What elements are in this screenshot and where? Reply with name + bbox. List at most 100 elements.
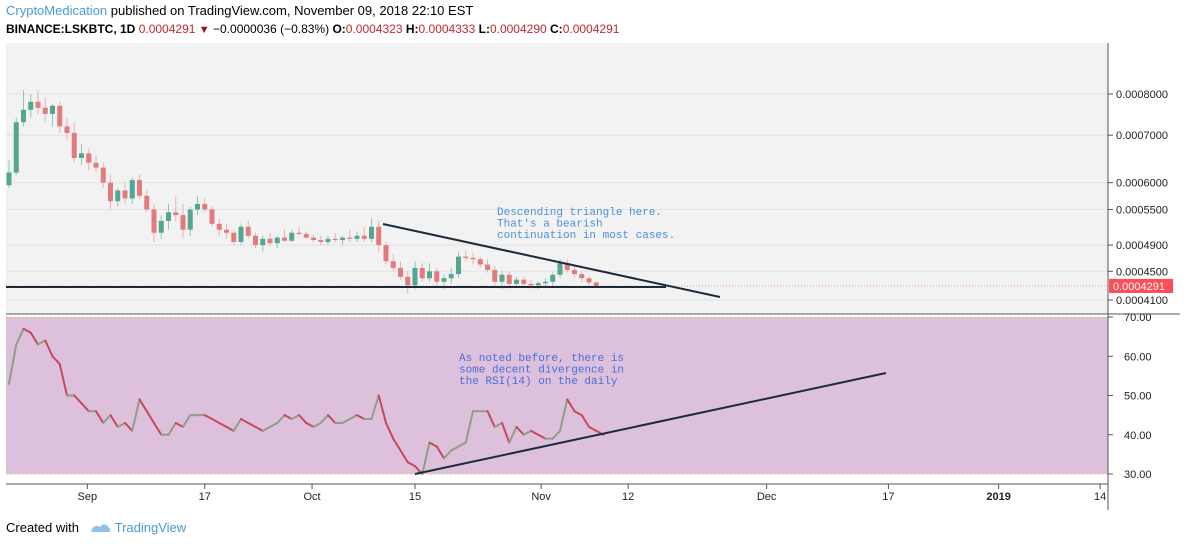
rsi-segment: [298, 414, 308, 424]
candle: [64, 126, 70, 133]
candle: [195, 203, 200, 210]
low-value: 0.0004290: [489, 22, 547, 36]
rsi-segment: [486, 410, 496, 428]
rsi-segment: [174, 421, 184, 428]
candle: [463, 256, 469, 258]
rsi-segment: [588, 425, 598, 432]
triangle-annotation-line: continuation in most cases.: [497, 230, 675, 242]
rsi-segment: [58, 363, 68, 397]
x-axis-label: Sep: [78, 491, 98, 503]
rsi-segment: [37, 339, 47, 346]
rsi-segment: [356, 414, 366, 421]
price-axis-label: 0.0004500: [1116, 266, 1168, 278]
tradingview-logo-icon: [89, 521, 111, 536]
candle: [224, 229, 229, 233]
candle: [202, 203, 208, 210]
rsi-axis-label: 40.00: [1124, 430, 1152, 442]
x-axis-label: Oct: [303, 491, 320, 503]
price-axis-label: 0.0004900: [1116, 240, 1168, 252]
rsi-segment: [580, 414, 590, 428]
candle: [21, 109, 26, 123]
ohlc-legend: BINANCE:LSKBTC, 1D 0.0004291 ▼ −0.000003…: [6, 22, 619, 36]
rsi-segment: [341, 418, 351, 424]
candle: [586, 278, 592, 283]
footer: Created with TradingView: [6, 520, 186, 536]
rsi-segment: [522, 429, 532, 436]
candle: [86, 153, 92, 163]
rsi-trendline[interactable]: [414, 372, 887, 475]
rsi-segment: [247, 421, 257, 428]
rsi-segment: [428, 441, 438, 448]
rsi-segment: [182, 414, 192, 428]
candle: [376, 226, 382, 246]
rsi-segment: [385, 421, 395, 440]
candle: [209, 209, 215, 224]
candle: [260, 238, 266, 246]
candle: [434, 271, 440, 282]
rsi-segment: [80, 402, 90, 413]
candle: [93, 162, 99, 168]
high-value: 0.0004333: [418, 22, 476, 36]
rsi-axis-label: 60.00: [1124, 351, 1152, 363]
candle: [427, 271, 432, 279]
x-axis-label: Nov: [531, 491, 551, 503]
published-text: published on TradingView.com, November 0…: [107, 3, 474, 18]
candle: [231, 232, 237, 242]
candle: [274, 237, 280, 244]
rsi-segment: [559, 398, 569, 432]
price-pane-bg: [6, 43, 1108, 314]
candle: [340, 237, 345, 241]
candle: [535, 283, 541, 286]
rsi-segment: [167, 421, 177, 436]
candle: [557, 263, 563, 275]
x-axis-label: 15: [409, 491, 421, 503]
rsi-segment: [203, 414, 213, 421]
author-link[interactable]: CryptoMedication: [6, 3, 108, 18]
candle: [332, 238, 338, 241]
candle: [35, 101, 41, 108]
rsi-annotation-line: As noted before, there is: [459, 353, 624, 365]
candle: [166, 212, 171, 221]
rsi-segment: [124, 421, 134, 432]
tradingview-link[interactable]: TradingView: [114, 520, 187, 535]
down-triangle-icon: ▼: [198, 24, 210, 36]
rsi-axis-label: 50.00: [1124, 391, 1152, 403]
candle: [245, 226, 251, 236]
rsi-segment: [145, 410, 155, 424]
rsi-segment: [102, 414, 112, 424]
candle: [311, 237, 316, 241]
candle: [564, 263, 570, 270]
candle: [492, 269, 498, 282]
rsi-segment: [225, 425, 235, 432]
price-axis-label: 0.0004100: [1116, 295, 1168, 307]
rsi-segment: [51, 355, 61, 366]
candle: [50, 105, 55, 114]
candle: [354, 235, 360, 239]
rsi-segment: [312, 421, 322, 428]
candle: [325, 238, 331, 242]
rsi-axis-label: 30.00: [1124, 469, 1152, 481]
candle: [137, 180, 142, 196]
rsi-segment: [8, 343, 18, 385]
symbol-label: BINANCE:LSKBTC, 1D: [6, 22, 136, 36]
candle: [419, 267, 425, 279]
rsi-segment: [399, 449, 409, 464]
rsi-band: [6, 317, 1108, 474]
candle: [151, 209, 157, 233]
triangle-annotation-line: That's a bearish: [497, 219, 603, 231]
candle: [383, 245, 389, 262]
candle: [369, 226, 374, 239]
candle: [448, 274, 454, 279]
rsi-segment: [232, 418, 242, 432]
x-axis-label: Dec: [757, 491, 777, 503]
rsi-segment: [450, 445, 460, 452]
rsi-segment: [138, 398, 148, 413]
descending-trendline[interactable]: [382, 223, 721, 298]
candle: [57, 105, 63, 127]
rsi-segment: [44, 339, 54, 358]
candle: [296, 232, 302, 234]
rsi-segment: [551, 429, 561, 440]
candle: [390, 261, 396, 268]
candle: [238, 226, 244, 242]
